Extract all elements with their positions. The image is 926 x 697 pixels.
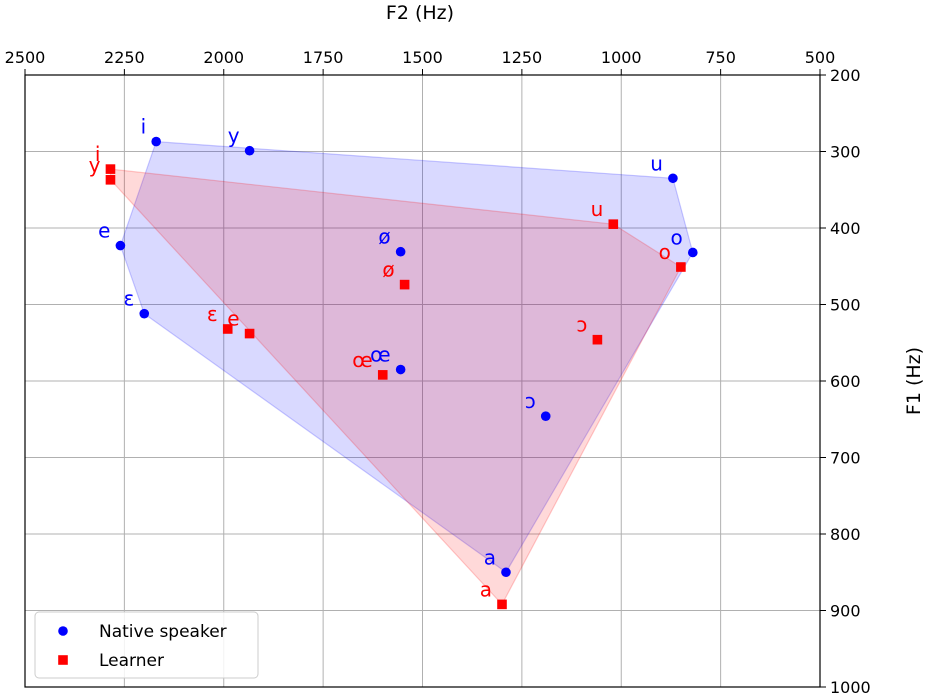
y-tick-label: 800 <box>830 525 861 544</box>
vowel-label: a <box>484 545 496 569</box>
learner-point <box>222 324 233 334</box>
vowel-label: o <box>659 240 671 264</box>
y-tick-label: 300 <box>830 143 861 162</box>
x-tick-label: 2250 <box>104 48 145 67</box>
vowel-label: ø <box>378 225 390 249</box>
y-tick-label: 500 <box>830 296 861 315</box>
legend-label: Native speaker <box>99 622 227 642</box>
native-speaker-point <box>501 567 511 578</box>
x-tick-label: 2500 <box>5 48 46 67</box>
vowel-label: o <box>671 225 683 249</box>
learner-point <box>592 334 603 345</box>
native-speaker-point <box>115 240 126 251</box>
learner-point <box>608 219 619 229</box>
vowel-label: e <box>227 307 239 331</box>
y-axis-title: F1 (Hz) <box>903 347 925 415</box>
x-tick-label: 750 <box>705 48 736 67</box>
native-speaker-point <box>395 364 406 375</box>
y-tick-label: 1000 <box>830 678 871 697</box>
x-tick-label: 1750 <box>303 48 344 67</box>
x-tick-label: 1500 <box>402 48 443 67</box>
legend-label: Learner <box>99 651 164 671</box>
vowel-label: a <box>480 577 492 601</box>
x-axis-title: F2 (Hz) <box>386 2 454 24</box>
learner-point <box>497 599 507 610</box>
y-tick-label: 400 <box>830 219 861 238</box>
native-speaker-point <box>395 246 406 257</box>
learner-point <box>105 164 116 174</box>
vowel-label: y <box>89 153 101 177</box>
native-speaker-point <box>540 411 551 421</box>
x-tick-label: 2000 <box>203 48 244 67</box>
y-tick-label: 600 <box>830 372 861 391</box>
x-tick-label: 1250 <box>502 48 543 67</box>
vowel-label: u <box>591 197 604 221</box>
learner-point <box>105 175 116 185</box>
y-tick-label: 900 <box>830 602 861 621</box>
legend-marker-learner <box>58 655 68 665</box>
native-speaker-point <box>139 308 150 319</box>
vowel-label: ɔ <box>576 313 587 337</box>
learner-point <box>399 279 410 290</box>
native-speaker-point <box>151 136 161 147</box>
vowel-label: i <box>141 115 147 139</box>
learner-point <box>244 328 255 339</box>
vowel-label: œ <box>370 343 390 367</box>
vowel-label: y <box>228 124 240 148</box>
vowel-label: i <box>95 142 101 166</box>
native-speaker-point <box>688 247 698 258</box>
legend-box <box>34 611 259 679</box>
vowel-label: u <box>650 151 663 175</box>
learner-point <box>377 370 388 380</box>
y-tick-label: 200 <box>830 66 861 85</box>
learner-point <box>676 262 686 272</box>
vowel-label: e <box>98 219 110 243</box>
vowel-label: ɛ <box>123 287 134 311</box>
vowel-label: œ <box>352 348 372 372</box>
x-tick-label: 500 <box>805 48 836 67</box>
legend-marker-native <box>58 626 68 636</box>
ticks: 2500 2250 2000 1750 1500 1250 1000 750 500200300… <box>5 48 871 697</box>
native-speaker-point <box>668 173 678 184</box>
vowel-label: ɔ <box>525 389 536 413</box>
x-tick-label: 1000 <box>601 48 642 67</box>
native-speaker-point <box>244 145 255 156</box>
vowel-label: ɛ <box>207 302 218 326</box>
y-tick-label: 700 <box>830 449 861 468</box>
vowel-label: ø <box>382 258 394 282</box>
legend: Native speaker Learner <box>34 611 259 679</box>
